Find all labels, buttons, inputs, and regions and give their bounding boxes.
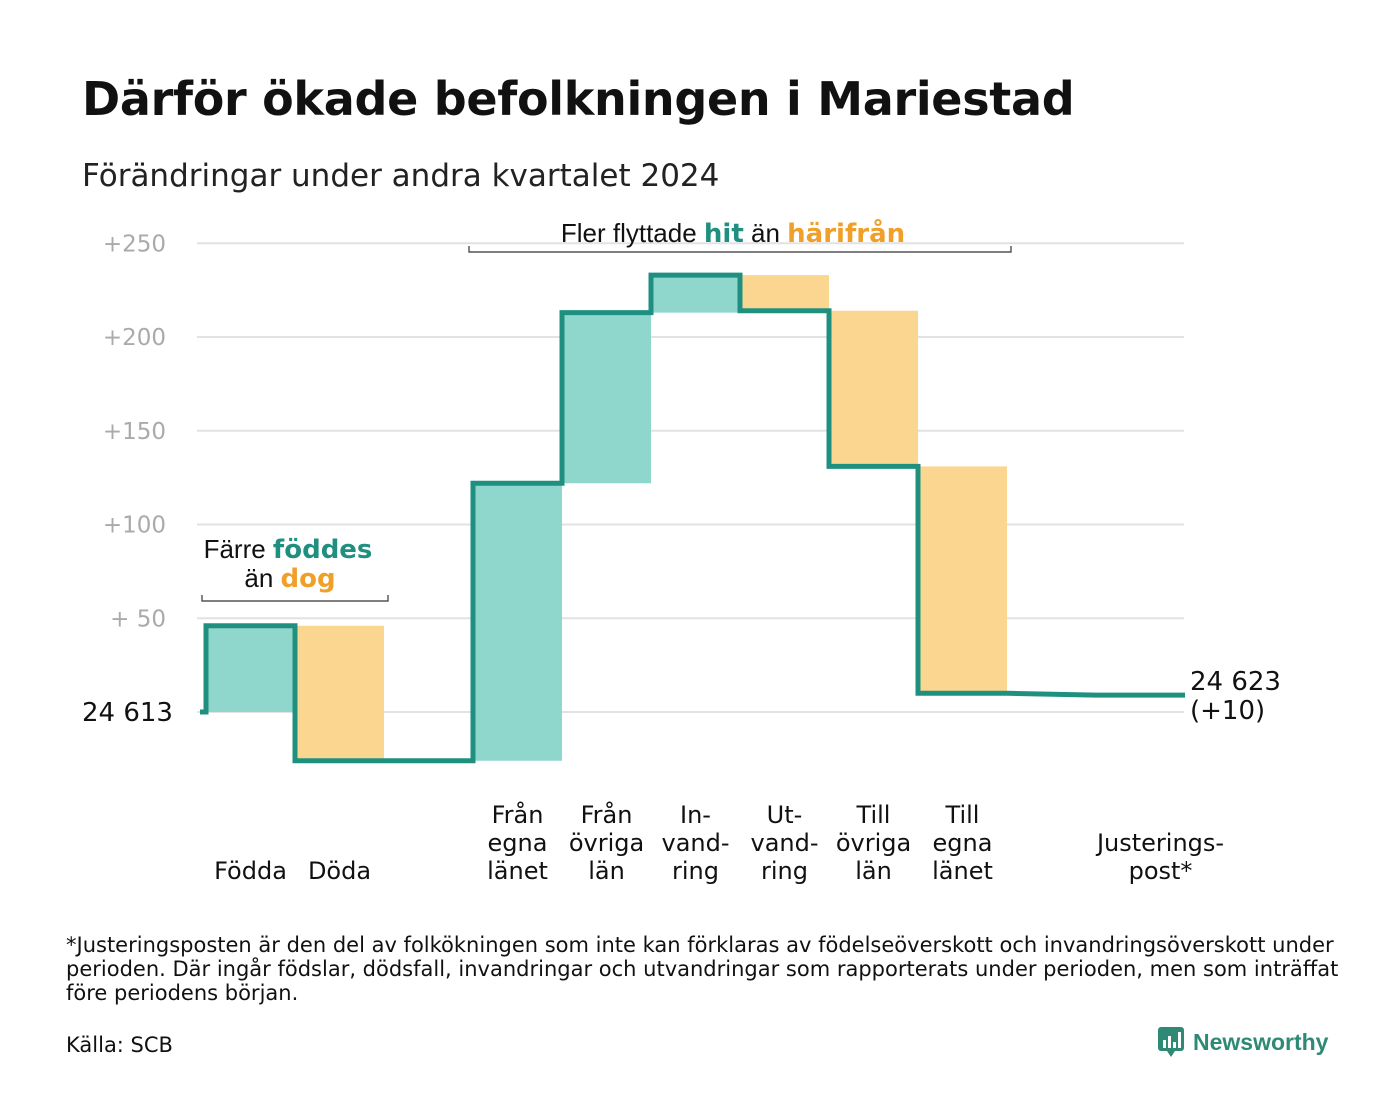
migration-bracket	[468, 246, 1012, 253]
bar-födda	[206, 625, 295, 712]
category-label: egna	[933, 829, 993, 857]
y-tick-label: + 50	[110, 606, 166, 632]
category-label: övriga	[569, 829, 644, 857]
bar-tillegnalänet	[918, 466, 1007, 694]
category-label: Döda	[308, 857, 371, 885]
category-label: ring	[672, 857, 719, 885]
category-label: övriga	[836, 829, 911, 857]
category-label: län	[588, 857, 625, 885]
running-total-line	[200, 272, 1185, 764]
waterfall-chart: + 50 +100 +150 +200 +250 24 613 24 623(+10) Föd…	[82, 217, 1281, 885]
chart-title: Därför ökade befolkningen i Mariestad	[82, 72, 1075, 126]
bar-utvandring	[740, 275, 829, 311]
bar-döda	[295, 625, 384, 761]
y-tick-label: +100	[103, 513, 166, 539]
birth-annotation: Färre föddes	[204, 534, 373, 565]
bar-frånövrigalän	[562, 312, 651, 484]
bar-invandring	[651, 275, 740, 313]
category-label: vand-	[661, 829, 729, 857]
y-tick-label: +250	[103, 231, 166, 257]
category-label: ring	[761, 857, 808, 885]
category-label: länet	[487, 857, 548, 885]
newsworthy-logo-text: Newsworthy	[1193, 1028, 1329, 1055]
category-label: egna	[488, 829, 548, 857]
bar-tillövrigalän	[829, 310, 918, 467]
category-label: vand-	[750, 829, 818, 857]
category-label: Ut-	[767, 801, 803, 829]
category-label: Till	[856, 801, 891, 829]
category-label: län	[855, 857, 892, 885]
birth-bracket	[201, 595, 389, 602]
category-label: länet	[932, 857, 993, 885]
category-label: Från	[581, 800, 633, 829]
category-label: In-	[680, 801, 711, 829]
category-label: Till	[945, 801, 980, 829]
start-value-label: 24 613	[82, 698, 173, 728]
footnote: *Justeringsposten är den del av folkökni…	[66, 933, 1339, 1005]
bar-frånegnalänet	[473, 483, 562, 761]
newsworthy-logo-icon	[1158, 1027, 1184, 1057]
newsworthy-logo: Newsworthy	[1157, 1026, 1328, 1058]
category-label: Justerings-	[1095, 829, 1224, 857]
birth-annotation-line2: än dog	[244, 563, 335, 594]
category-label: Från	[492, 800, 544, 829]
y-tick-label: +150	[103, 419, 166, 445]
chart-subtitle: Förändringar under andra kvartalet 2024	[82, 158, 720, 194]
y-tick-label: +200	[103, 325, 166, 351]
category-label: post*	[1129, 857, 1193, 885]
end-value-label: 24 623	[1190, 667, 1281, 697]
source-note: Källa: SCB	[66, 1033, 173, 1057]
migration-annotation: Fler flyttade hit än härifrån	[561, 217, 905, 249]
category-label: Födda	[214, 857, 287, 885]
end-change-label: (+10)	[1190, 696, 1265, 726]
